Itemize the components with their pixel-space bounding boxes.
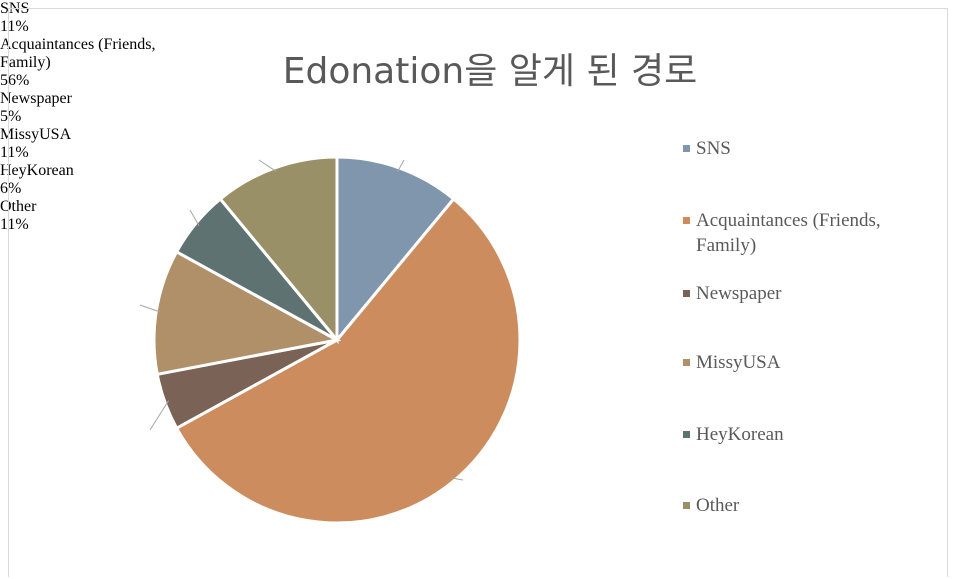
data-label: HeyKorean 6%: [0, 162, 134, 198]
legend-swatch: [683, 290, 690, 297]
legend-label: Other: [696, 495, 740, 516]
legend-swatch: [683, 431, 690, 438]
legend-item: Acquaintances (Friends, Family): [683, 208, 945, 258]
legend-label: HeyKorean: [696, 424, 784, 445]
data-label: Acquaintances (Friends, Family) 56%: [0, 36, 167, 90]
legend-label: Acquaintances (Friends, Family): [696, 210, 881, 256]
label-category: MissyUSA: [0, 126, 72, 143]
leader-line: [139, 304, 161, 313]
legend-swatch: [683, 145, 690, 152]
leader-line: [397, 159, 405, 172]
label-category: Acquaintances (Friends, Family): [0, 36, 156, 71]
label-category: HeyKorean: [0, 162, 74, 179]
leader-line: [149, 400, 170, 431]
pie-slice: [174, 196, 522, 525]
legend-item: HeyKorean: [683, 422, 945, 447]
label-value: 11%: [0, 144, 29, 161]
chart-frame: [8, 8, 948, 577]
pie-slice: [218, 155, 339, 345]
legend-label: MissyUSA: [696, 352, 781, 373]
leader-line: [189, 209, 200, 227]
data-label: MissyUSA 11%: [0, 126, 112, 162]
label-value: 11%: [0, 216, 29, 233]
legend-item: MissyUSA: [683, 350, 945, 375]
pie-slice: [152, 249, 342, 377]
leader-line: [258, 159, 277, 172]
legend-item: SNS: [683, 136, 945, 161]
label-value: 5%: [0, 108, 22, 125]
leader-line: [451, 477, 464, 481]
label-category: Other: [0, 198, 37, 215]
data-label: Newspaper 5%: [0, 90, 128, 126]
legend-swatch: [683, 217, 690, 224]
label-value: 11%: [0, 18, 29, 35]
legend-label: SNS: [696, 138, 731, 159]
chart-title: Edonation을 알게 된 경로: [282, 51, 698, 92]
legend-item: Other: [683, 493, 945, 518]
legend-swatch: [683, 359, 690, 366]
label-value: 56%: [0, 72, 30, 89]
pie-slice: [335, 155, 456, 345]
data-label: Other 11%: [0, 198, 63, 234]
legend-item: Newspaper: [683, 281, 945, 306]
legend-swatch: [683, 502, 690, 509]
legend-label: Newspaper: [696, 283, 782, 304]
label-category: Newspaper: [0, 90, 72, 107]
label-value: 6%: [0, 180, 22, 197]
